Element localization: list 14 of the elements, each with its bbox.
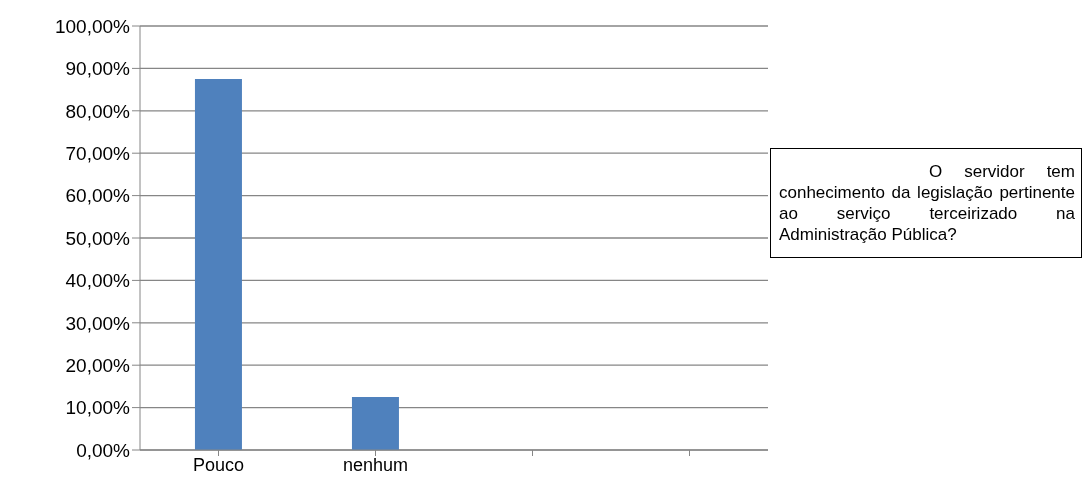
- x-tick-label: Pouco: [192, 454, 245, 475]
- x-tick-label: nenhum: [342, 454, 409, 475]
- y-tick-label: 100,00%: [54, 15, 131, 37]
- y-tick-label: 80,00%: [65, 100, 131, 122]
- y-tick-label: 20,00%: [65, 354, 131, 376]
- y-tick-label: 60,00%: [65, 185, 131, 207]
- y-tick-label: 90,00%: [65, 58, 131, 80]
- y-tick-label: 10,00%: [65, 397, 131, 419]
- y-tick-label: 0,00%: [76, 439, 131, 461]
- y-tick-label: 40,00%: [65, 270, 131, 292]
- y-tick-label: 70,00%: [65, 142, 131, 164]
- y-tick-label: 30,00%: [65, 312, 131, 334]
- text: O servidor tem conhecimento da legislação pertinente ao serviço terceirizado na Administração Pública?: [770, 148, 1082, 258]
- y-tick-label: 50,00%: [65, 227, 131, 249]
